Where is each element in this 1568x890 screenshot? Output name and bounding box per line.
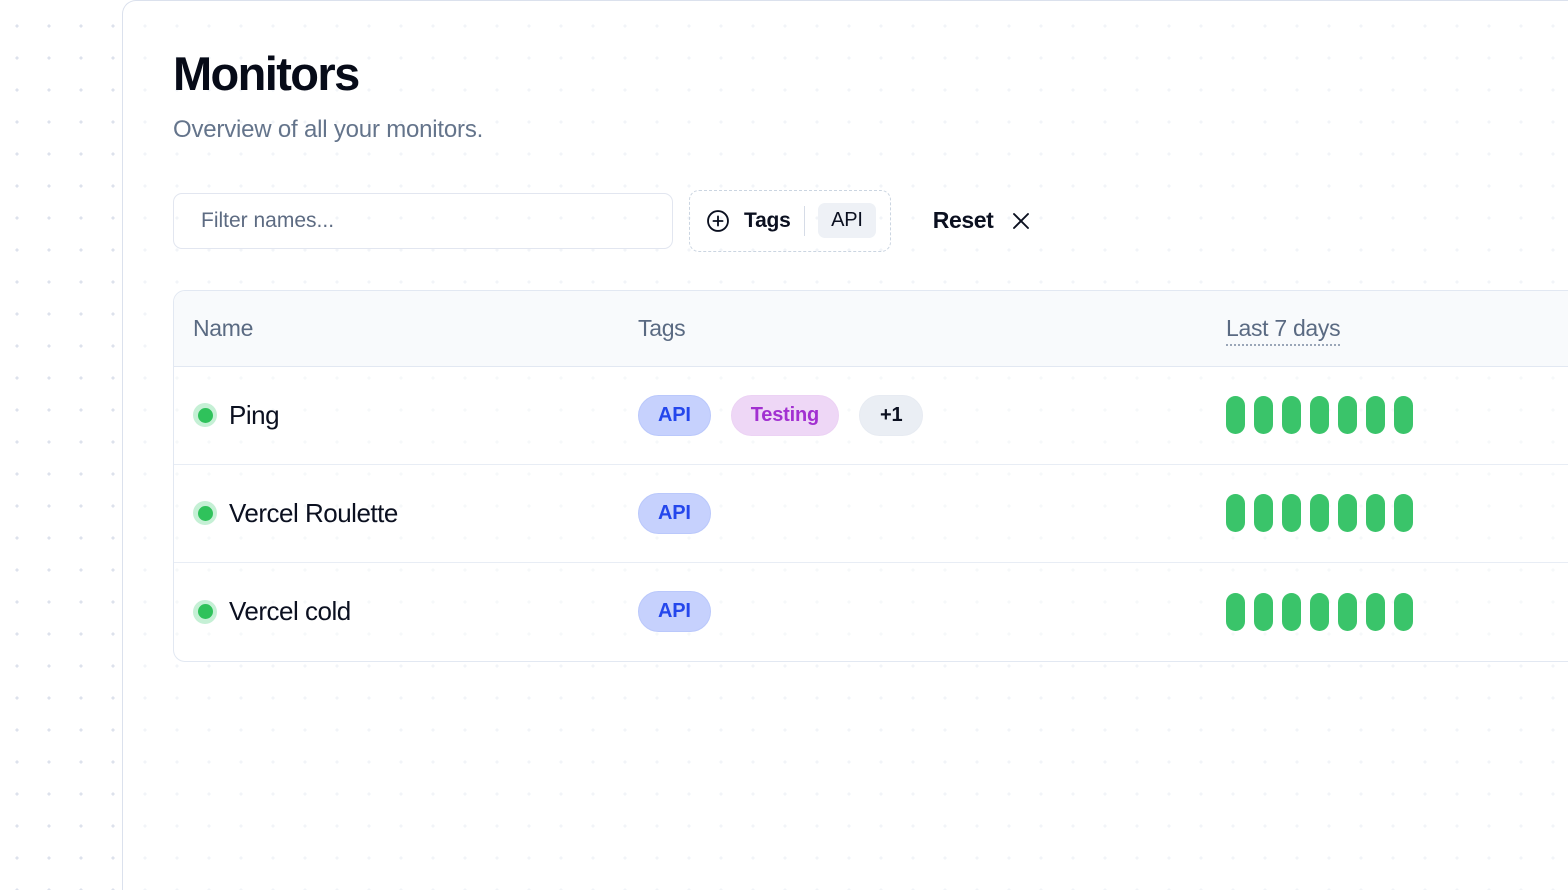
table-row[interactable]: Vercel cold API (174, 563, 1568, 661)
uptime-bar[interactable] (1282, 592, 1301, 631)
uptime-bar[interactable] (1366, 396, 1385, 435)
uptime-bar[interactable] (1338, 494, 1357, 533)
uptime-bar[interactable] (1338, 396, 1357, 435)
uptime-bar[interactable] (1254, 494, 1273, 533)
monitor-name: Ping (229, 399, 280, 430)
uptime-bar-chart (1226, 396, 1568, 435)
tag-badge[interactable]: API (638, 591, 711, 633)
uptime-bar[interactable] (1338, 592, 1357, 631)
uptime-bar[interactable] (1282, 396, 1301, 435)
table-header-tags-cell: Tags (638, 315, 1226, 342)
app-panel: Monitors Overview of all your monitors. … (122, 0, 1568, 890)
monitor-name: Vercel cold (229, 596, 351, 627)
uptime-bar[interactable] (1282, 494, 1301, 533)
tag-badge[interactable]: API (638, 492, 711, 534)
filter-names-input[interactable] (173, 192, 673, 249)
tags-filter-button[interactable]: Tags API (689, 189, 891, 252)
table-header-chart-cell: Last 7 days (1226, 314, 1568, 346)
monitor-tags-cell: API (638, 492, 1226, 534)
tags-filter-selected-value[interactable]: API (818, 203, 876, 239)
column-header-name: Name (193, 314, 254, 341)
uptime-chart-cell (1226, 494, 1568, 533)
filter-toolbar: Tags API Reset (173, 189, 1568, 252)
uptime-chart-cell (1226, 592, 1568, 631)
status-dot (197, 407, 213, 423)
uptime-bar[interactable] (1226, 592, 1245, 631)
uptime-bar[interactable] (1254, 592, 1273, 631)
uptime-bar-chart (1226, 592, 1568, 631)
monitor-name-cell: Vercel Roulette (174, 498, 638, 529)
uptime-bar[interactable] (1310, 592, 1329, 631)
status-indicator-icon (193, 599, 217, 624)
tag-badge[interactable]: API (638, 394, 711, 436)
uptime-bar[interactable] (1366, 494, 1385, 533)
page-content: Monitors Overview of all your monitors. … (173, 47, 1568, 890)
status-dot (197, 604, 213, 620)
plus-circle-icon (705, 208, 731, 234)
uptime-bar[interactable] (1366, 592, 1385, 631)
uptime-bar[interactable] (1254, 396, 1273, 435)
status-dot (197, 505, 213, 521)
uptime-bar[interactable] (1226, 494, 1245, 533)
uptime-bar[interactable] (1394, 592, 1413, 631)
monitor-name-cell: Ping (174, 400, 638, 431)
page-title: Monitors (173, 47, 360, 100)
monitor-tags-cell: API Testing +1 (638, 394, 1226, 436)
monitor-tags-cell: API (638, 591, 1226, 633)
tags-filter-label: Tags (744, 208, 791, 232)
uptime-bar-chart (1226, 494, 1568, 533)
table-row[interactable]: Ping API Testing +1 (174, 367, 1568, 465)
monitors-table: Name Tags Last 7 days Ping API Testing +1 Ve… (173, 289, 1568, 662)
table-header-row: Name Tags Last 7 days (174, 290, 1568, 367)
table-header-name-cell: Name (174, 315, 638, 342)
uptime-bar[interactable] (1394, 396, 1413, 435)
tags-filter-divider (803, 205, 806, 236)
uptime-bar[interactable] (1310, 396, 1329, 435)
status-indicator-icon (193, 403, 217, 428)
uptime-bar[interactable] (1394, 494, 1413, 533)
monitor-name-cell: Vercel cold (174, 596, 638, 627)
table-body: Ping API Testing +1 Vercel Roulette API Vercel… (174, 367, 1568, 661)
status-indicator-icon (193, 501, 217, 526)
tag-overflow-badge[interactable]: +1 (858, 394, 924, 436)
uptime-bar[interactable] (1310, 494, 1329, 533)
column-header-last-7-days[interactable]: Last 7 days (1226, 314, 1341, 346)
column-header-tags: Tags (638, 314, 686, 341)
uptime-chart-cell (1226, 396, 1568, 435)
uptime-bar[interactable] (1226, 396, 1245, 435)
monitor-name: Vercel Roulette (229, 497, 398, 528)
tag-badge[interactable]: Testing (730, 394, 839, 436)
reset-label: Reset (932, 207, 994, 234)
close-icon (1009, 209, 1033, 233)
reset-button[interactable]: Reset (933, 207, 1034, 234)
table-row[interactable]: Vercel Roulette API (174, 465, 1568, 563)
page-subtitle: Overview of all your monitors. (173, 115, 484, 143)
